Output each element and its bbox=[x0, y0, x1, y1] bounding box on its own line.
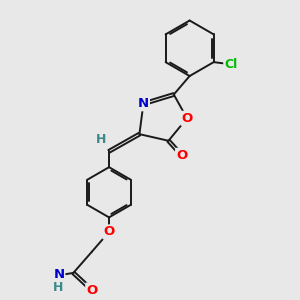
Text: Cl: Cl bbox=[224, 58, 238, 71]
Text: O: O bbox=[182, 112, 193, 125]
Text: O: O bbox=[86, 284, 98, 297]
Text: O: O bbox=[103, 225, 115, 239]
Text: O: O bbox=[176, 149, 187, 162]
Text: H: H bbox=[96, 133, 106, 146]
Text: N: N bbox=[138, 97, 149, 110]
Text: N: N bbox=[53, 268, 64, 281]
Text: H: H bbox=[53, 281, 64, 294]
